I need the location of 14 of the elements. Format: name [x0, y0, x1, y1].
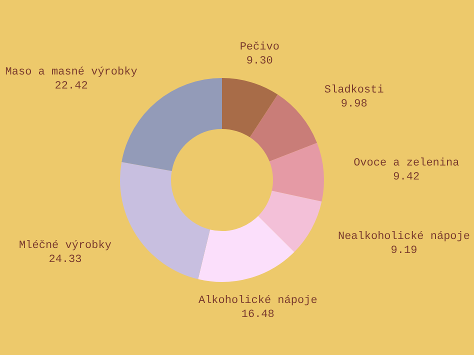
slice-label: Ovoce a zelenina	[354, 157, 460, 170]
data-label: 16.48	[241, 309, 274, 322]
data-label: 9.42	[393, 171, 420, 184]
data-label: 9.19	[390, 245, 418, 258]
slice-label: Pečivo	[240, 41, 280, 54]
slice-label: Mléčné výrobky	[19, 240, 112, 252]
data-label: 9.98	[340, 98, 368, 111]
data-label: 22.42	[54, 80, 88, 93]
slice-label: Sladkosti	[324, 84, 384, 97]
slice-label: Maso a masné výrobky	[5, 66, 138, 79]
slice-label: Nealkoholické nápoje	[338, 231, 470, 244]
slice-label: Alkoholické nápoje	[198, 295, 318, 308]
data-label: 24.33	[48, 254, 82, 266]
data-label: 9.30	[246, 55, 273, 68]
